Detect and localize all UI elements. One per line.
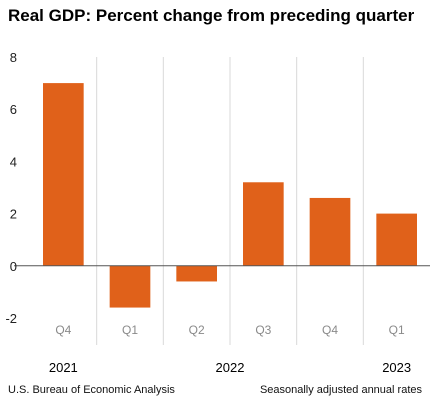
chart-title: Real GDP: Percent change from preceding … [8, 6, 415, 25]
y-tick-label: 8 [10, 50, 17, 65]
year-label: 2022 [216, 360, 245, 375]
year-labels: 2021 2022 2023 [49, 360, 411, 375]
quarter-separators [96, 57, 364, 345]
x-tick-label: Q1 [122, 323, 138, 337]
bar [43, 83, 84, 266]
y-tick-label: 0 [10, 259, 17, 274]
bar [376, 213, 417, 266]
x-tick-label: Q3 [255, 323, 271, 337]
bar [176, 265, 217, 282]
x-tick-label: Q2 [189, 323, 205, 337]
year-label: 2023 [382, 360, 411, 375]
x-tick-label: Q1 [389, 323, 405, 337]
bar [109, 265, 151, 308]
x-tick-label: Q4 [55, 323, 71, 337]
y-tick-label: 2 [10, 207, 17, 222]
seasonal-adjustment-note: Seasonally adjusted annual rates [259, 384, 422, 396]
bar [309, 197, 351, 266]
y-axis-ticks: -2 0 2 4 6 8 [5, 50, 17, 326]
y-tick-label: 4 [10, 154, 17, 169]
quarter-labels: Q4 Q1 Q2 Q3 Q4 Q1 [55, 323, 405, 337]
bar [243, 182, 284, 266]
year-label: 2021 [49, 360, 78, 375]
y-tick-label: -2 [5, 311, 17, 326]
y-tick-label: 6 [10, 102, 17, 117]
x-tick-label: Q4 [322, 323, 338, 337]
bars [43, 83, 417, 308]
source-note: U.S. Bureau of Economic Analysis [8, 384, 175, 396]
